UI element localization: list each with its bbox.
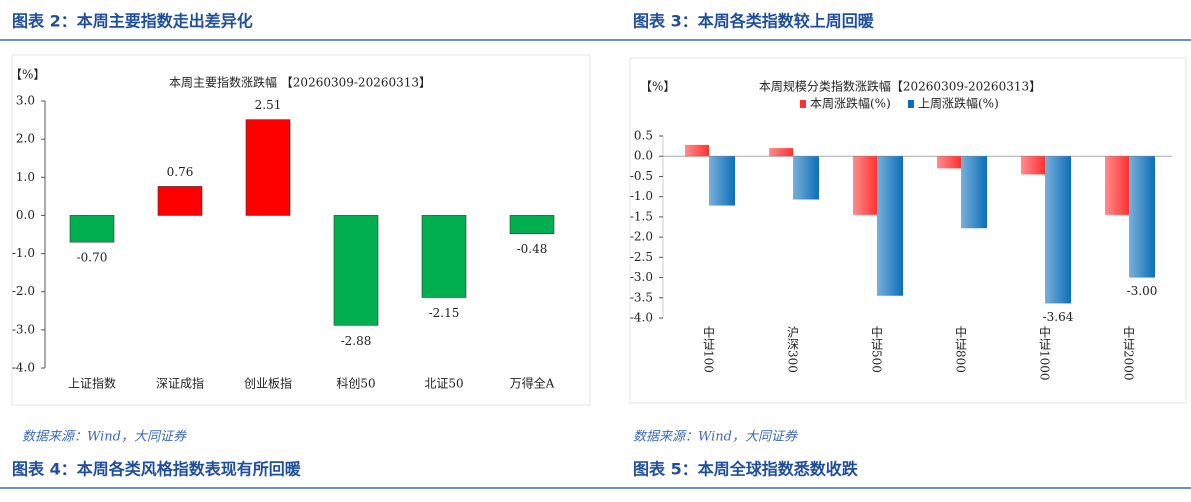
bar	[69, 215, 115, 243]
bar	[1021, 156, 1045, 175]
data-label: 2.51	[255, 98, 282, 112]
bar	[937, 156, 961, 169]
data-label: -3.00	[1127, 284, 1158, 298]
data-label: -0.70	[77, 251, 108, 265]
legend-label: 本周涨跌幅(%)	[810, 96, 891, 111]
bar	[333, 215, 379, 326]
x-tick-label: 科创50	[336, 377, 375, 391]
x-tick-label: 上证指数	[68, 376, 116, 391]
source-note: 数据来源：Wind，大同证券	[633, 430, 798, 445]
bar	[961, 156, 987, 229]
x-tick-label: 深证成指	[156, 376, 204, 391]
y-tick-label: -2.0	[630, 230, 653, 244]
bar	[1105, 156, 1129, 215]
bar	[421, 215, 467, 298]
y-tick-label: -1.0	[12, 246, 35, 260]
bar	[769, 148, 793, 157]
source-note: 数据来源：Wind，大同证券	[22, 430, 187, 445]
axis-unit: 【%】	[640, 80, 675, 94]
chart-frame	[629, 57, 1187, 404]
x-tick-label: 沪深300	[786, 326, 800, 373]
chart-title: 本周规模分类指数涨跌幅【20260309-20260313】	[759, 79, 1041, 94]
bar	[1045, 156, 1071, 304]
legend-label: 上周涨跌幅(%)	[918, 96, 999, 111]
y-tick-label: -0.5	[630, 169, 653, 183]
figure-header: 图表 2：本周主要指数走出差异化	[12, 12, 253, 31]
bar	[1129, 156, 1155, 278]
figure-header: 图表 5：本周全球指数悉数收跌	[633, 460, 859, 479]
figure-header: 图表 4：本周各类风格指数表现有所回暖	[12, 460, 302, 479]
legend-swatch	[800, 100, 806, 108]
x-tick-label: 中证100	[702, 325, 716, 373]
data-label: -2.15	[429, 306, 460, 320]
bar	[245, 119, 291, 216]
bar	[793, 156, 819, 200]
data-label: -3.64	[1043, 310, 1074, 324]
x-tick-label: 北证50	[424, 377, 463, 391]
data-label: -0.48	[517, 242, 548, 256]
x-tick-label: 中证500	[870, 325, 884, 373]
y-tick-label: -1.0	[630, 189, 653, 203]
y-tick-label: 0.0	[16, 208, 35, 222]
y-tick-label: 0.0	[634, 149, 653, 163]
bar	[509, 215, 555, 235]
bar	[877, 156, 903, 296]
y-tick-label: -4.0	[12, 361, 35, 375]
y-tick-label: 2.0	[16, 132, 35, 146]
y-tick-label: 0.5	[634, 129, 653, 143]
y-tick-label: -2.0	[12, 284, 35, 298]
bar	[685, 144, 709, 157]
chart-frame	[11, 54, 591, 406]
y-tick-label: -3.0	[12, 322, 35, 336]
y-tick-label: -1.5	[630, 209, 653, 223]
x-tick-label: 中证2000	[1122, 325, 1136, 381]
x-tick-label: 中证1000	[1038, 325, 1052, 381]
axis-unit: 【%】	[10, 68, 45, 82]
bar	[709, 156, 735, 206]
x-tick-label: 中证800	[954, 325, 968, 373]
x-tick-label: 万得全A	[510, 376, 555, 391]
y-tick-label: -2.5	[630, 250, 653, 264]
legend-swatch	[908, 100, 914, 108]
data-label: -2.88	[341, 334, 372, 348]
y-tick-label: -3.5	[630, 290, 653, 304]
y-tick-label: 1.0	[16, 170, 35, 184]
figure-header: 图表 3：本周各类指数较上周回暖	[633, 12, 875, 31]
data-label: 0.76	[167, 165, 194, 179]
chart-title: 本周主要指数涨跌幅 【20260309-20260313】	[169, 75, 431, 90]
bar	[157, 186, 203, 216]
x-tick-label: 创业板指	[244, 376, 292, 391]
y-tick-label: 3.0	[16, 94, 35, 108]
y-tick-label: -3.0	[630, 270, 653, 284]
bar	[853, 156, 877, 215]
y-tick-label: -4.0	[630, 311, 653, 325]
